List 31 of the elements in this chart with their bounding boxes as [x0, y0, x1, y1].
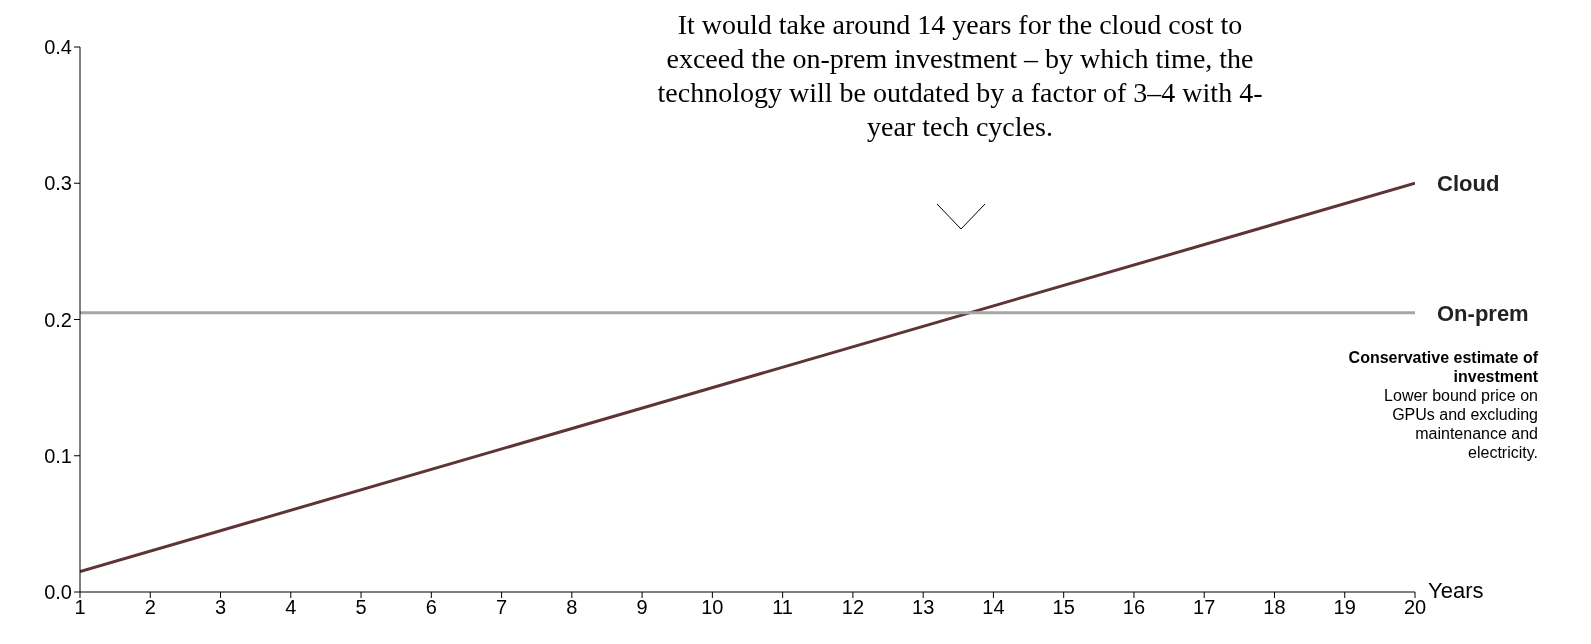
annotation: It would take around 14 years for the cloud cost to exceed the on-prem investment – by which time, the technology will be outdated by a factor of 3–4 with 4-year tech cycles. [656, 8, 1264, 144]
x-tick-label: 8 [566, 596, 578, 619]
x-tick-label: 2 [144, 596, 156, 619]
y-tick-label: 0.4 [44, 36, 72, 59]
x-tick-label: 11 [772, 596, 794, 619]
x-tick-label: 15 [1052, 596, 1075, 619]
x-tick-label: 19 [1333, 596, 1356, 619]
x-tick-label: 12 [841, 596, 865, 619]
x-tick-label: 16 [1122, 596, 1146, 619]
y-tick-label: 0.2 [44, 308, 72, 331]
y-tick-label: 0.3 [44, 172, 72, 195]
x-tick-label: 20 [1403, 596, 1427, 619]
x-tick-label: 10 [701, 596, 724, 619]
x-axis-title: Years [1428, 578, 1484, 604]
series-label: On-prem [1437, 300, 1529, 326]
x-tick-label: 5 [355, 596, 367, 619]
annotation: Conservative estimate of investment [1347, 348, 1538, 386]
y-tick-label: 0.1 [44, 444, 72, 467]
x-tick-label: 14 [982, 596, 1005, 619]
x-tick-label: 4 [285, 596, 297, 619]
y-tick-label: 0.0 [44, 581, 72, 604]
x-tick-label: 3 [214, 596, 227, 619]
x-tick-label: 9 [636, 596, 648, 619]
x-tick-label: 6 [425, 596, 437, 619]
series-label: Cloud [1437, 171, 1500, 197]
annotation: Lower bound price on GPUs and excluding maintenance and electricity. [1383, 386, 1538, 462]
x-tick-label: 1 [74, 596, 86, 619]
x-tick-label: 17 [1193, 596, 1216, 619]
x-tick-label: 7 [496, 596, 508, 619]
x-tick-label: 18 [1263, 596, 1286, 619]
x-tick-label: 13 [912, 596, 935, 619]
